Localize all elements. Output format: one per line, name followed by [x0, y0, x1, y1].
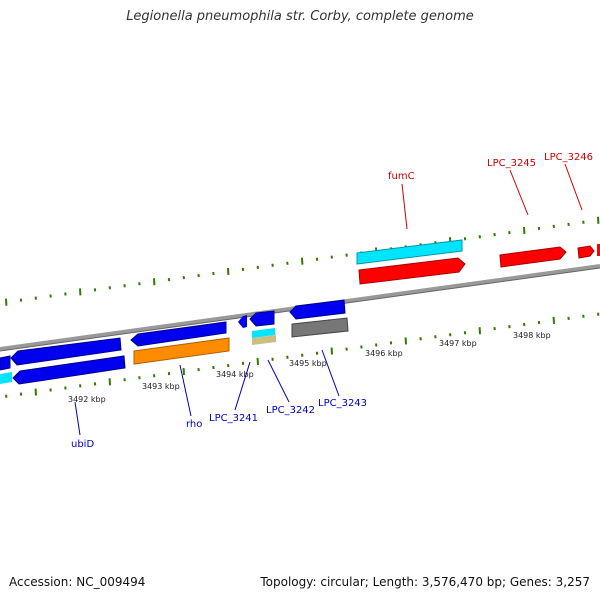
- leader-ubiD: [74, 401, 81, 436]
- scale-label: 3495 kbp: [289, 359, 327, 368]
- gene-label-fumC[interactable]: fumC: [388, 171, 415, 182]
- leader-LPC_3242: [267, 359, 290, 403]
- gene-label-LPC_3245[interactable]: LPC_3245: [487, 158, 536, 169]
- gene-label-ubiD[interactable]: ubiD: [71, 439, 94, 450]
- scale-label: 3493 kbp: [142, 382, 180, 391]
- gene-left-cyan[interactable]: [0, 372, 12, 384]
- gene-LPC_3242[interactable]: [252, 335, 276, 345]
- scale-label: 3496 kbp: [365, 349, 403, 358]
- gene-fragment-right[interactable]: [597, 244, 600, 256]
- gene-label-LPC_3242[interactable]: LPC_3242: [266, 405, 315, 416]
- gene-ubiD-upper[interactable]: [10, 337, 122, 366]
- gene-rho-upper[interactable]: [130, 321, 227, 347]
- scale-label: 3498 kbp: [513, 331, 551, 340]
- gene-label-LPC_3246[interactable]: LPC_3246: [544, 152, 593, 163]
- gene-LPC_3243-upper[interactable]: [289, 299, 346, 320]
- rna-feature-fumC-region[interactable]: [356, 239, 463, 265]
- forward-tick-row: [5, 216, 600, 306]
- gene-small-arrow[interactable]: [238, 315, 247, 328]
- gene-fumC[interactable]: [358, 257, 466, 285]
- leader-rho: [179, 364, 192, 417]
- scale-label: 3492 kbp: [68, 395, 106, 404]
- gene-ubiD[interactable]: [12, 355, 126, 385]
- gene-labels: fumC LPC_3245 LPC_3246 ubiD rho LPC_3241…: [71, 152, 593, 450]
- scale-labels: 3492 kbp 3493 kbp 3494 kbp 3495 kbp 3496…: [68, 331, 551, 404]
- gene-LPC_3241-cyan[interactable]: [252, 328, 275, 338]
- forward-features: [356, 239, 600, 285]
- scale-label: 3494 kbp: [216, 370, 254, 379]
- gene-left-fragment[interactable]: [0, 355, 11, 371]
- gene-label-rho[interactable]: rho: [186, 419, 202, 430]
- leader-fumC: [401, 183, 408, 230]
- gene-label-LPC_3243[interactable]: LPC_3243: [318, 398, 367, 409]
- gene-label-LPC_3241[interactable]: LPC_3241: [209, 413, 258, 424]
- leader-LPC_3241: [234, 361, 251, 411]
- reverse-features: [0, 299, 349, 385]
- leader-LPC_3243: [321, 349, 340, 397]
- label-leaders: [74, 163, 583, 436]
- accession-text: Accession: NC_009494: [9, 575, 146, 589]
- gene-rho[interactable]: [133, 337, 230, 365]
- map-title: Legionella pneumophila str. Corby, compl…: [126, 9, 474, 24]
- gene-LPC_3245[interactable]: [499, 246, 567, 268]
- gene-LPC_3246[interactable]: [577, 245, 595, 259]
- leader-LPC_3246: [564, 163, 583, 211]
- leader-LPC_3245: [509, 169, 529, 216]
- gene-LPC_3241[interactable]: [249, 310, 275, 327]
- scale-label: 3497 kbp: [439, 339, 477, 348]
- gene-LPC_3243[interactable]: [291, 317, 349, 338]
- genome-summary-text: Topology: circular; Length: 3,576,470 bp…: [260, 575, 590, 589]
- reverse-tick-row: [5, 312, 600, 398]
